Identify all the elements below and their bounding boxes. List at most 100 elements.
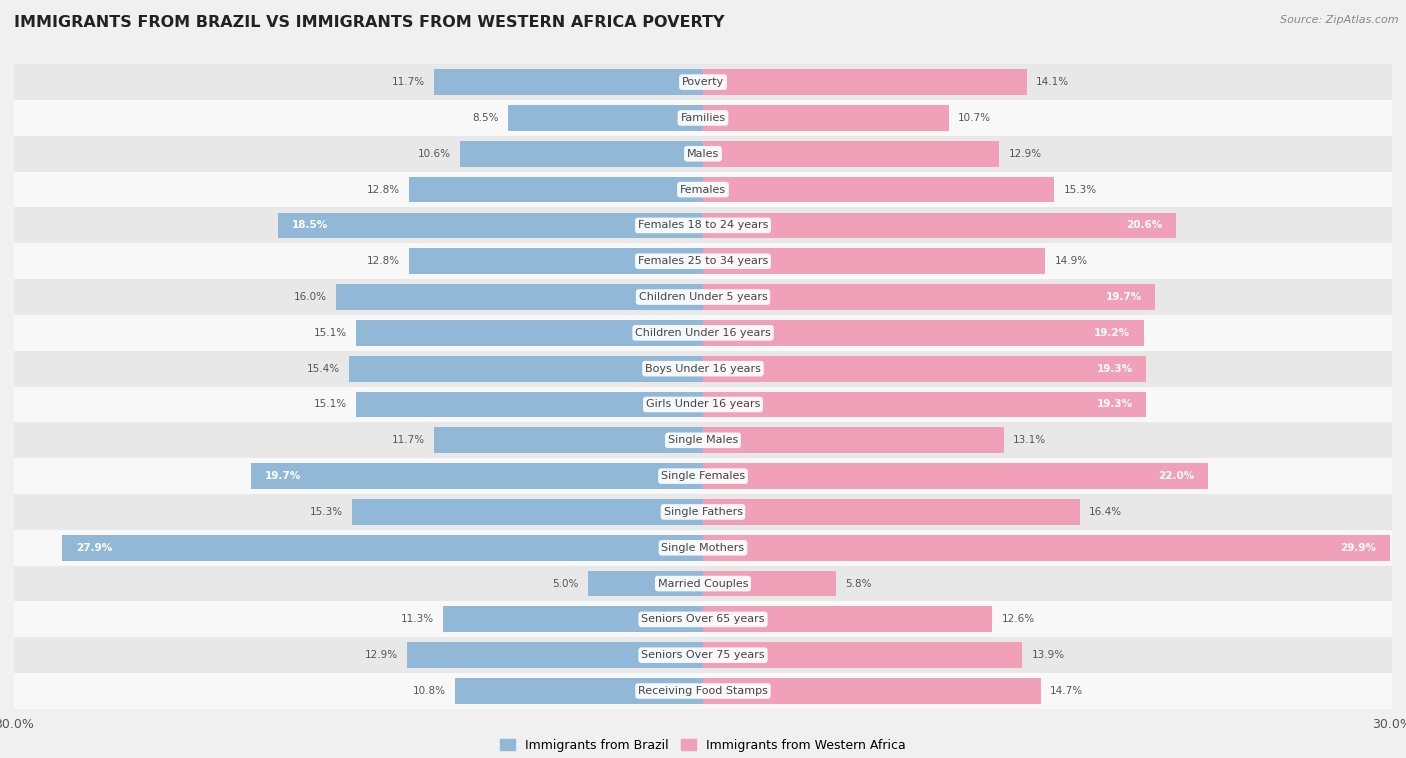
Bar: [356, 320, 703, 346]
Legend: Immigrants from Brazil, Immigrants from Western Africa: Immigrants from Brazil, Immigrants from …: [501, 739, 905, 752]
Bar: [703, 356, 1146, 381]
Bar: [703, 177, 1054, 202]
Text: 15.3%: 15.3%: [1063, 185, 1097, 195]
Bar: [14, 637, 1392, 673]
Bar: [703, 69, 1026, 95]
Text: 19.7%: 19.7%: [264, 471, 301, 481]
Bar: [460, 141, 703, 167]
Text: Single Mothers: Single Mothers: [661, 543, 745, 553]
Text: Receiving Food Stamps: Receiving Food Stamps: [638, 686, 768, 696]
Text: 22.0%: 22.0%: [1159, 471, 1195, 481]
Text: Children Under 16 years: Children Under 16 years: [636, 328, 770, 338]
Text: Females 25 to 34 years: Females 25 to 34 years: [638, 256, 768, 266]
Bar: [14, 530, 1392, 565]
Text: 14.7%: 14.7%: [1050, 686, 1083, 696]
Text: 14.9%: 14.9%: [1054, 256, 1087, 266]
Text: 15.1%: 15.1%: [314, 399, 347, 409]
Text: Married Couples: Married Couples: [658, 578, 748, 588]
Text: 15.3%: 15.3%: [309, 507, 343, 517]
Text: 15.4%: 15.4%: [307, 364, 340, 374]
Bar: [703, 249, 1045, 274]
Text: 10.8%: 10.8%: [413, 686, 446, 696]
Text: 12.6%: 12.6%: [1001, 615, 1035, 625]
Text: 16.4%: 16.4%: [1088, 507, 1122, 517]
Text: 19.2%: 19.2%: [1094, 328, 1130, 338]
Bar: [703, 571, 837, 597]
Text: Single Males: Single Males: [668, 435, 738, 445]
Bar: [703, 141, 1000, 167]
Text: 13.9%: 13.9%: [1032, 650, 1064, 660]
Bar: [703, 320, 1144, 346]
Bar: [703, 392, 1146, 418]
Bar: [14, 208, 1392, 243]
Bar: [434, 428, 703, 453]
Bar: [14, 422, 1392, 459]
Bar: [508, 105, 703, 131]
Text: 29.9%: 29.9%: [1340, 543, 1376, 553]
Text: Children Under 5 years: Children Under 5 years: [638, 292, 768, 302]
Text: Source: ZipAtlas.com: Source: ZipAtlas.com: [1281, 15, 1399, 25]
Text: 19.7%: 19.7%: [1105, 292, 1142, 302]
Text: 19.3%: 19.3%: [1097, 399, 1132, 409]
Bar: [703, 642, 1022, 668]
Text: 10.6%: 10.6%: [418, 149, 450, 158]
Bar: [14, 315, 1392, 351]
Text: Families: Families: [681, 113, 725, 123]
Text: 20.6%: 20.6%: [1126, 221, 1163, 230]
Bar: [14, 279, 1392, 315]
Text: 5.8%: 5.8%: [845, 578, 872, 588]
Bar: [336, 284, 703, 310]
Bar: [703, 212, 1175, 238]
Bar: [278, 212, 703, 238]
Bar: [703, 284, 1156, 310]
Text: 12.9%: 12.9%: [364, 650, 398, 660]
Bar: [14, 171, 1392, 208]
Text: 12.8%: 12.8%: [367, 185, 399, 195]
Bar: [703, 105, 949, 131]
Bar: [250, 463, 703, 489]
Bar: [434, 69, 703, 95]
Text: Males: Males: [688, 149, 718, 158]
Text: IMMIGRANTS FROM BRAZIL VS IMMIGRANTS FROM WESTERN AFRICA POVERTY: IMMIGRANTS FROM BRAZIL VS IMMIGRANTS FRO…: [14, 15, 724, 30]
Text: Females 18 to 24 years: Females 18 to 24 years: [638, 221, 768, 230]
Bar: [14, 602, 1392, 637]
Text: 5.0%: 5.0%: [553, 578, 579, 588]
Bar: [62, 535, 703, 561]
Text: 27.9%: 27.9%: [76, 543, 112, 553]
Text: Single Females: Single Females: [661, 471, 745, 481]
Text: 12.8%: 12.8%: [367, 256, 399, 266]
Text: Single Fathers: Single Fathers: [664, 507, 742, 517]
Bar: [703, 606, 993, 632]
Bar: [14, 136, 1392, 171]
Bar: [443, 606, 703, 632]
Text: Girls Under 16 years: Girls Under 16 years: [645, 399, 761, 409]
Text: 11.7%: 11.7%: [392, 435, 425, 445]
Bar: [14, 673, 1392, 709]
Bar: [703, 463, 1208, 489]
Text: 14.1%: 14.1%: [1036, 77, 1069, 87]
Bar: [14, 459, 1392, 494]
Bar: [14, 494, 1392, 530]
Text: Boys Under 16 years: Boys Under 16 years: [645, 364, 761, 374]
Bar: [352, 499, 703, 525]
Bar: [409, 177, 703, 202]
Bar: [703, 499, 1080, 525]
Bar: [409, 249, 703, 274]
Text: 11.7%: 11.7%: [392, 77, 425, 87]
Bar: [14, 100, 1392, 136]
Text: Females: Females: [681, 185, 725, 195]
Text: Seniors Over 75 years: Seniors Over 75 years: [641, 650, 765, 660]
Text: 11.3%: 11.3%: [401, 615, 434, 625]
Text: 18.5%: 18.5%: [292, 221, 328, 230]
Bar: [356, 392, 703, 418]
Bar: [456, 678, 703, 704]
Bar: [406, 642, 703, 668]
Bar: [14, 351, 1392, 387]
Bar: [349, 356, 703, 381]
Text: 10.7%: 10.7%: [957, 113, 991, 123]
Text: 12.9%: 12.9%: [1008, 149, 1042, 158]
Bar: [14, 64, 1392, 100]
Text: 8.5%: 8.5%: [472, 113, 499, 123]
Bar: [14, 565, 1392, 602]
Text: 13.1%: 13.1%: [1012, 435, 1046, 445]
